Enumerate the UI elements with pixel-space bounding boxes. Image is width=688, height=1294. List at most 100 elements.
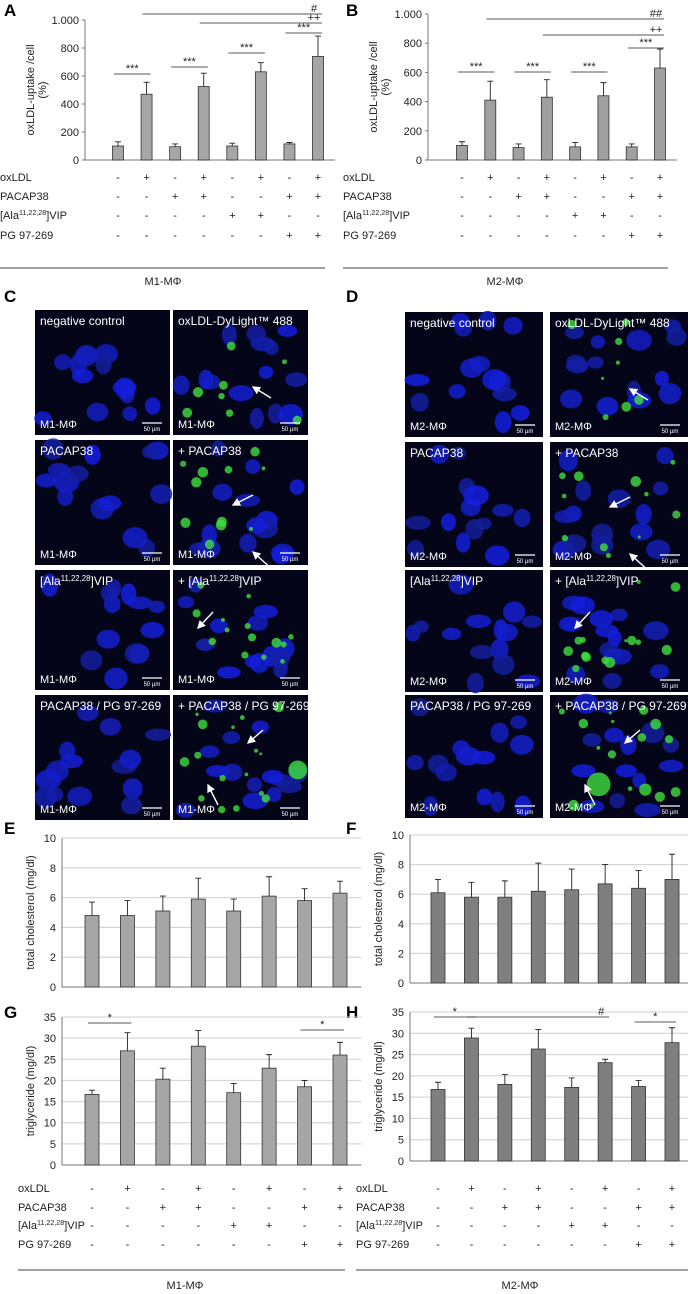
nucleus <box>266 787 282 803</box>
fluorescence <box>621 401 632 412</box>
error-bar <box>266 876 273 897</box>
condition-sign: + <box>669 1239 675 1251</box>
error-bar <box>657 48 663 69</box>
fluorescence <box>224 465 233 474</box>
bar <box>190 898 206 988</box>
condition-sign: + <box>200 172 206 184</box>
fluorescence <box>622 318 630 326</box>
condition-sign: + <box>628 230 634 242</box>
nucleus <box>490 791 505 813</box>
condition-label: oxLDL <box>343 172 375 184</box>
y-tick-label: 0 <box>416 155 422 167</box>
bar <box>464 896 479 984</box>
condition-sign: + <box>635 1202 641 1214</box>
bar <box>169 146 182 161</box>
condition-label: [Ala11,22,28]VIP <box>18 1219 85 1232</box>
condition-sign: - <box>232 1202 236 1214</box>
condition-sign: - <box>230 191 234 203</box>
fluorescence <box>220 617 225 622</box>
condition-sign: - <box>436 1239 440 1251</box>
condition-sign: + <box>172 191 178 203</box>
nucleus <box>635 503 652 525</box>
micrograph-label: negative control <box>40 314 125 328</box>
micrograph-label: + PACAP38 <box>178 444 242 458</box>
nucleus <box>451 446 467 460</box>
condition-sign: - <box>259 191 263 203</box>
condition-sign: - <box>436 1183 440 1195</box>
condition-sign: - <box>517 230 521 242</box>
nucleus <box>609 793 626 809</box>
error-bar <box>602 864 609 884</box>
nucleus <box>589 610 614 628</box>
micrograph-cell: M2-MΦ <box>410 676 447 688</box>
y-tick-label: 30 <box>44 1033 56 1045</box>
fluorescence <box>224 627 230 633</box>
significance-label: *** <box>297 22 311 34</box>
condition-sign: - <box>161 1239 165 1251</box>
micrograph-cell: M2-MΦ <box>410 551 447 563</box>
condition-sign: + <box>669 1202 675 1214</box>
nucleus <box>129 644 150 664</box>
bar <box>597 883 613 984</box>
nucleus <box>250 336 276 352</box>
condition-sign: + <box>535 1183 541 1195</box>
condition-sign: - <box>630 172 634 184</box>
fluorescence <box>192 387 204 398</box>
nucleus <box>629 523 653 541</box>
condition-sign: + <box>124 1183 130 1195</box>
fluorescence <box>627 786 633 791</box>
bar <box>283 143 296 161</box>
fluorescence <box>271 637 282 648</box>
nucleus <box>463 485 489 506</box>
fluorescence <box>195 712 199 717</box>
condition-sign: - <box>303 1220 307 1232</box>
micrograph-label: PACAP38 <box>40 444 93 458</box>
condition-label-part: [Ala <box>356 1220 376 1232</box>
error-bar <box>635 870 642 889</box>
nucleus <box>455 532 471 553</box>
micrograph-cell: M1-MΦ <box>40 804 77 816</box>
condition-sign: - <box>488 230 492 242</box>
condition-sign: + <box>602 1220 608 1232</box>
nucleus <box>658 759 684 773</box>
nucleus <box>34 786 57 808</box>
nucleus <box>57 487 74 506</box>
micrograph-label-sup: 11,22,28 <box>431 574 461 583</box>
y-axis-label: oxLDL-uptake /cell <box>25 44 37 135</box>
condition-label-part: [Ala <box>0 210 20 222</box>
nucleus <box>466 672 485 694</box>
error-bar <box>124 900 131 916</box>
nucleus <box>590 335 606 349</box>
condition-sign: - <box>573 191 577 203</box>
micrograph-label-sup: 11,22,28 <box>209 574 239 583</box>
fluorescence <box>250 446 260 457</box>
condition-label: PACAP38 <box>343 191 392 203</box>
error-bar <box>315 35 321 57</box>
arrow <box>251 386 272 399</box>
nucleus <box>562 534 587 553</box>
error-bar <box>115 141 121 146</box>
nucleus <box>554 509 579 524</box>
panel-letter: F <box>346 819 356 838</box>
condition-sign: + <box>315 191 321 203</box>
condition-label: oxLDL <box>0 172 32 184</box>
condition-sign: - <box>230 172 234 184</box>
bar <box>654 67 666 161</box>
condition-sign: + <box>195 1202 201 1214</box>
condition-sign: - <box>460 172 464 184</box>
condition-sign: + <box>315 172 321 184</box>
significance-label: *** <box>240 42 254 54</box>
y-tick-label: 600 <box>404 67 422 79</box>
condition-sign: - <box>145 230 149 242</box>
micrograph-label: [Ala11,22,28]VIP <box>410 574 483 589</box>
condition-sign: - <box>570 1239 574 1251</box>
fluorescence <box>197 466 209 478</box>
nucleus <box>626 329 652 351</box>
fluorescence <box>261 654 267 660</box>
condition-sign: - <box>670 1220 674 1232</box>
condition-label: PG 97-269 <box>0 230 53 242</box>
bar <box>540 96 553 161</box>
fluorescence <box>280 641 287 648</box>
y-axis-label: (%) <box>380 78 392 95</box>
condition-sign: - <box>116 172 120 184</box>
